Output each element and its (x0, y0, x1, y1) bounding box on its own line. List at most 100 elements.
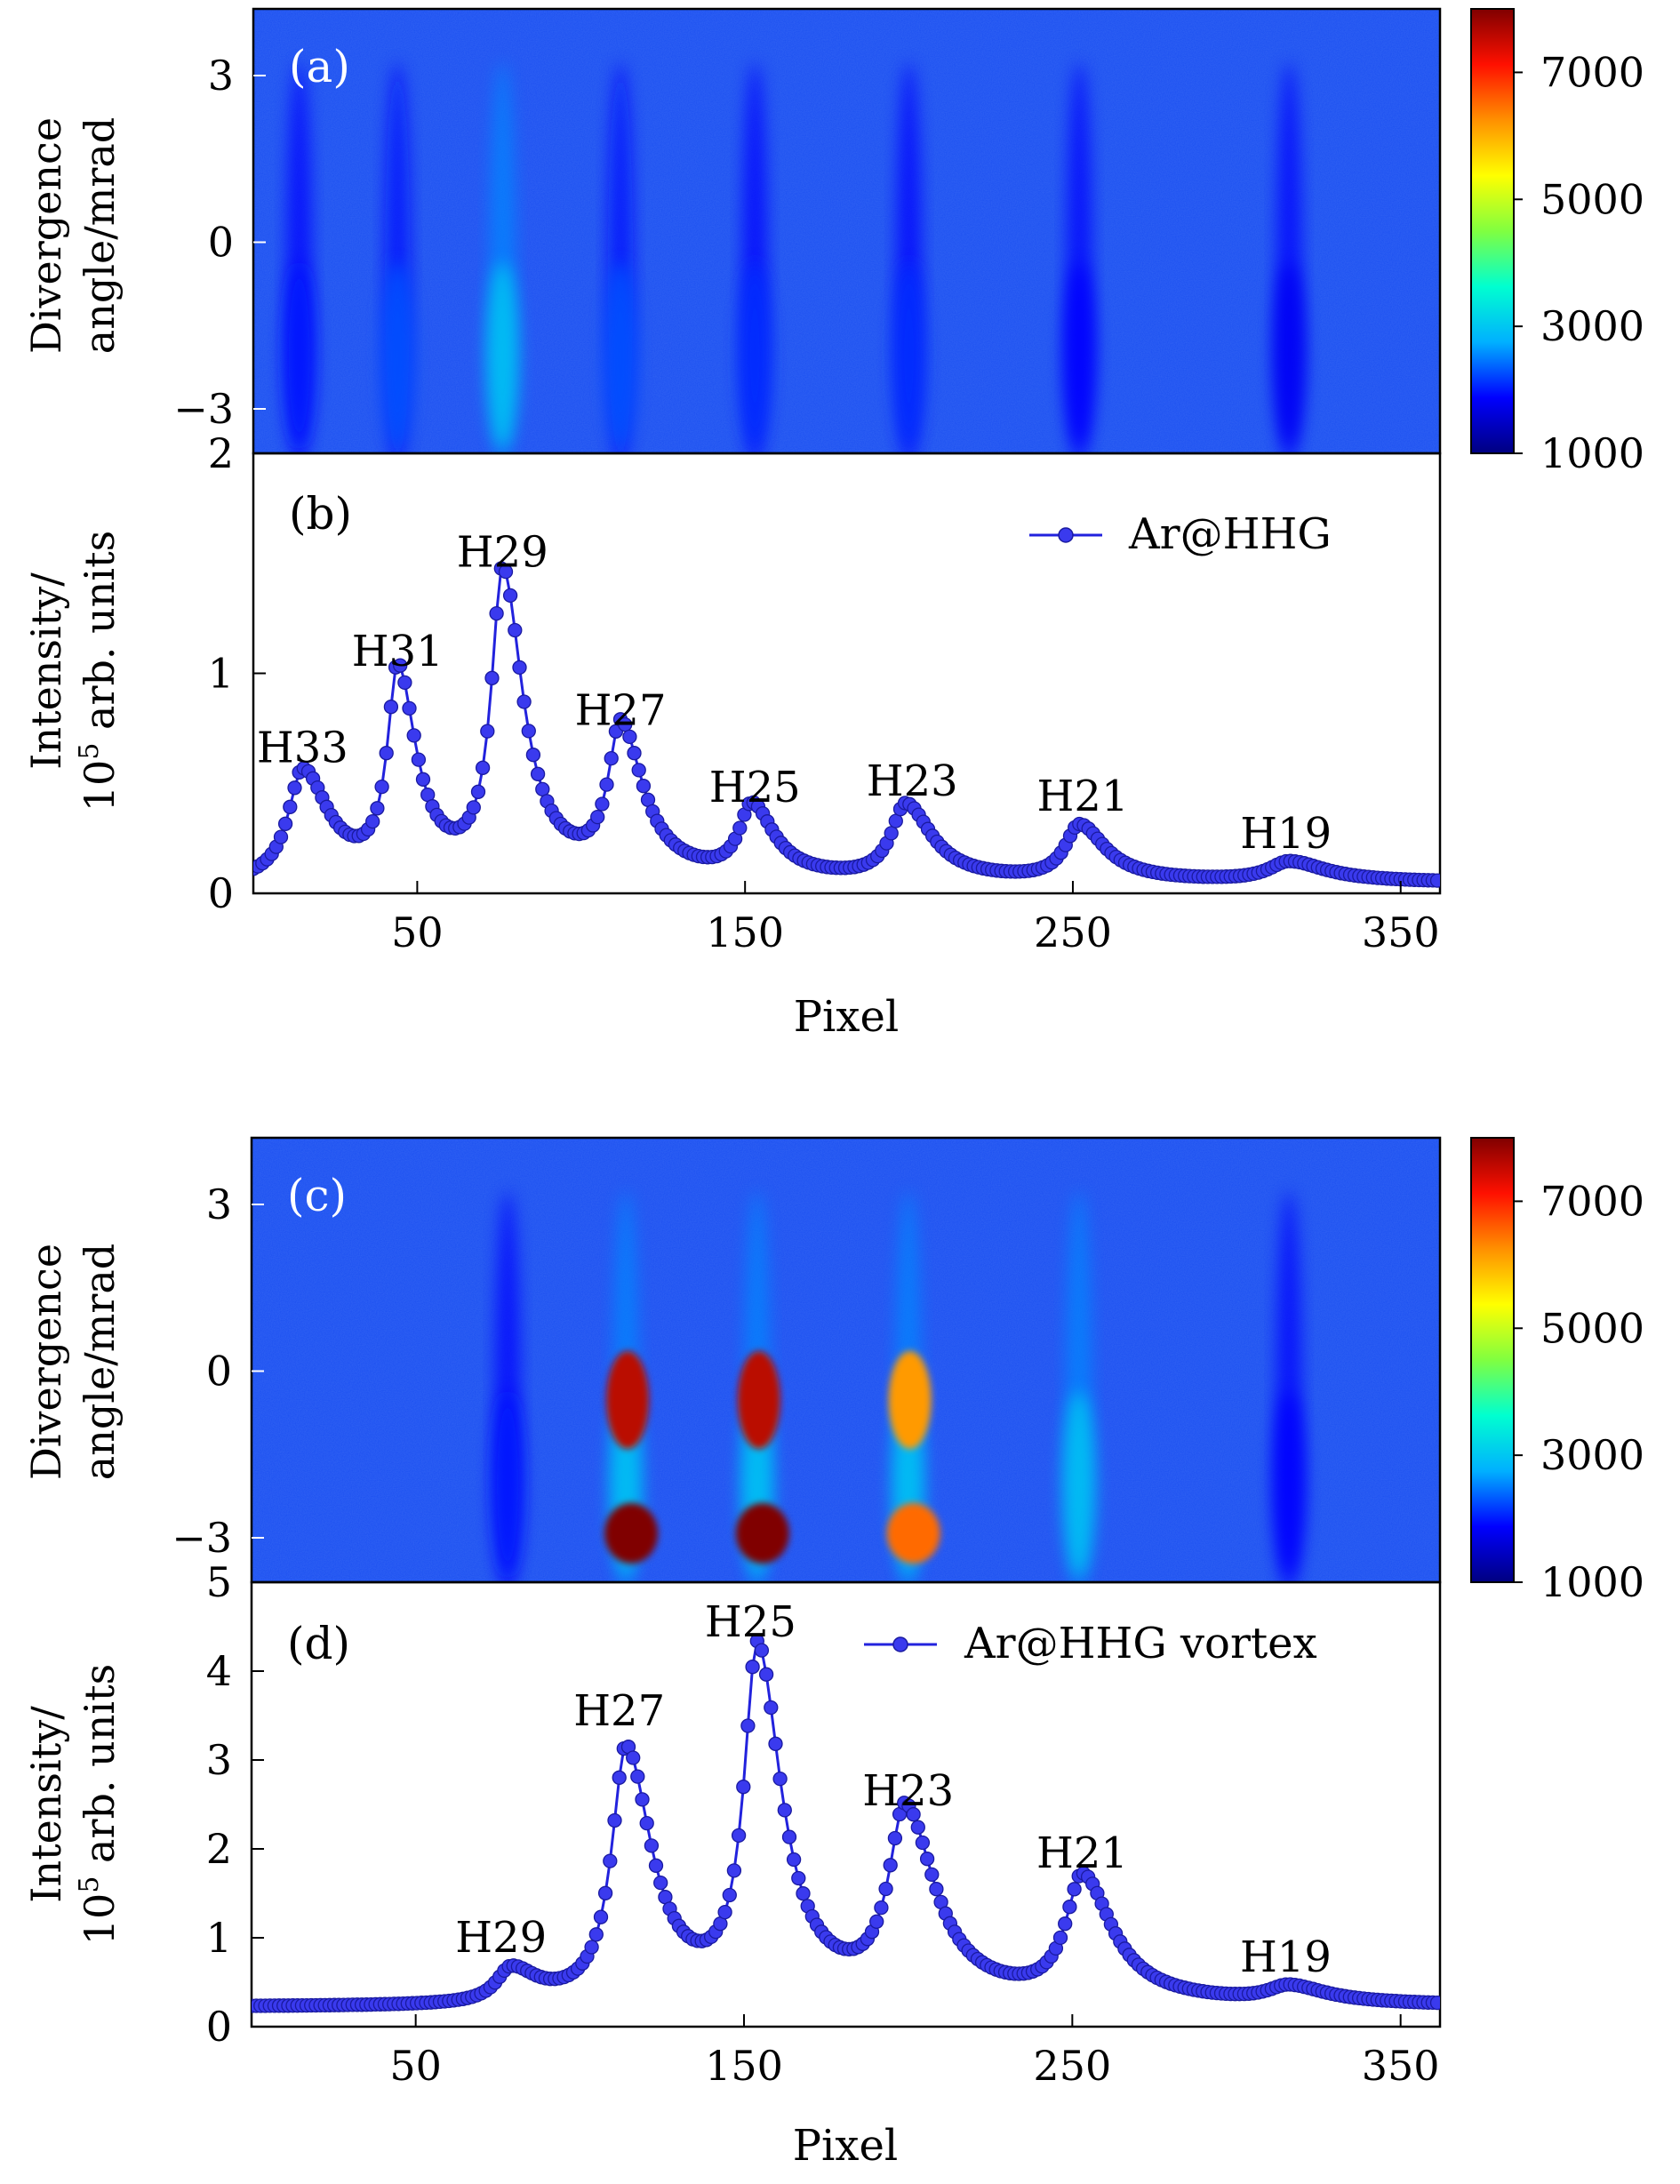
data-point (915, 1835, 931, 1851)
data-point (745, 1660, 760, 1675)
data-point (644, 1838, 660, 1853)
panel-label-c: (c) (287, 1170, 347, 1221)
harmonic-stripe-core (492, 1391, 524, 1578)
heatmap-a-stripes (283, 62, 1306, 453)
ytick-label: 1 (206, 1914, 232, 1962)
data-point (884, 826, 899, 841)
data-point (883, 1858, 898, 1873)
ytick-label: 0 (208, 219, 234, 267)
peak-label: H25 (705, 1597, 796, 1647)
data-point (383, 700, 399, 715)
data-point (484, 670, 500, 685)
data-point (411, 752, 427, 767)
ytick-label: 3 (206, 1736, 232, 1784)
ytick-label: 5 (206, 1558, 232, 1606)
peak-label: H31 (352, 627, 444, 676)
data-point (489, 605, 504, 621)
data-point (277, 816, 293, 831)
data-point (588, 1927, 604, 1942)
data-point (1429, 1995, 1440, 2011)
data-point (502, 588, 518, 604)
heatmap-c-ylabel-line2: angle/mrad (76, 1244, 124, 1480)
colorbar-tick-label: 7000 (1540, 48, 1644, 96)
data-point (731, 1828, 747, 1844)
plot-b-ylabel-line2: 105 arb. units (74, 531, 124, 812)
data-point (604, 750, 619, 766)
data-point (618, 716, 633, 732)
data-point (754, 1643, 770, 1658)
data-point (470, 784, 486, 799)
data-point (530, 766, 546, 781)
ytick-label: 2 (206, 1825, 232, 1873)
data-point (374, 779, 389, 795)
data-point (777, 1803, 792, 1818)
colorbar-bottom-ticks: 7000 5000 3000 1000 (1514, 1177, 1644, 1606)
harmonic-stripe-core (486, 262, 519, 449)
data-point (535, 781, 550, 797)
data-point (878, 1881, 893, 1897)
data-point (466, 800, 481, 815)
colorbar-tick-label: 5000 (1540, 175, 1644, 223)
legend-b: Ar@HHG (1029, 509, 1332, 559)
heatmap-c-ylabel-line1: Divergence (22, 1244, 70, 1480)
data-point (740, 1718, 756, 1733)
peak-label: H27 (573, 1686, 665, 1736)
ytick-label: −3 (172, 1514, 232, 1562)
harmonic-stripe-core (1273, 262, 1306, 449)
data-point (722, 1887, 737, 1903)
data-point (887, 1830, 903, 1846)
heatmap-c-noise (252, 1138, 1440, 1582)
colorbar-bottom: 7000 5000 3000 1000 (1470, 1137, 1644, 1606)
heatmap-c-yaxis: 3 0 −3 (172, 1180, 264, 1562)
peak-label: H29 (455, 1913, 547, 1963)
data-point (869, 1914, 884, 1929)
data-point (796, 1886, 811, 1901)
data-point (1429, 873, 1440, 888)
data-point (415, 772, 431, 787)
data-point (627, 746, 642, 761)
data-point (525, 748, 541, 763)
colorbar-top: 7000 5000 3000 1000 (1470, 8, 1644, 477)
data-point (929, 1882, 944, 1897)
plot-d-series (252, 1633, 1440, 2013)
legend-d-label: Ar@HHG vortex (964, 1619, 1317, 1668)
data-point (521, 724, 536, 739)
colorbar-top-gradient (1470, 8, 1515, 454)
colorbar-tick-label: 7000 (1540, 1177, 1644, 1225)
data-point (595, 796, 610, 812)
data-point (287, 780, 302, 796)
vortex-lobe-upper (737, 1351, 780, 1449)
peak-label: H27 (575, 686, 667, 736)
data-point (764, 1700, 779, 1716)
xtick-label: 50 (389, 2042, 442, 2090)
peak-label: H23 (867, 756, 958, 806)
xtick-label: 250 (1033, 2042, 1111, 2090)
data-point (508, 622, 523, 638)
xtick-label: 150 (706, 908, 784, 956)
data-point (365, 813, 380, 829)
data-point (639, 1815, 654, 1831)
harmonic-stripe-core (1273, 1391, 1306, 1578)
peak-label: H19 (1240, 1932, 1332, 1982)
ytick-label: −3 (173, 385, 234, 433)
panel-label-d: (d) (287, 1618, 350, 1669)
harmonic-stripe-core (1062, 1391, 1095, 1578)
ytick-label: 1 (208, 650, 234, 698)
vortex-lobe-upper (888, 1351, 932, 1449)
peak-label: H25 (709, 763, 801, 812)
data-point (599, 777, 614, 792)
data-point (1058, 1916, 1073, 1932)
data-point (919, 1852, 935, 1867)
colorbar-tick-label: 1000 (1540, 1558, 1644, 1606)
data-point (626, 1750, 641, 1765)
data-point (584, 1940, 599, 1955)
plot-b-xlabel: Pixel (794, 992, 899, 1042)
plot-d-frame (250, 1580, 1442, 2028)
data-point (772, 1771, 788, 1787)
data-point (593, 1909, 609, 1924)
legend-d-marker (892, 1636, 908, 1652)
plot-b-axes: 50 150 250 350 0 1 2 (208, 429, 1440, 956)
legend-b-label: Ar@HHG (1128, 509, 1332, 559)
